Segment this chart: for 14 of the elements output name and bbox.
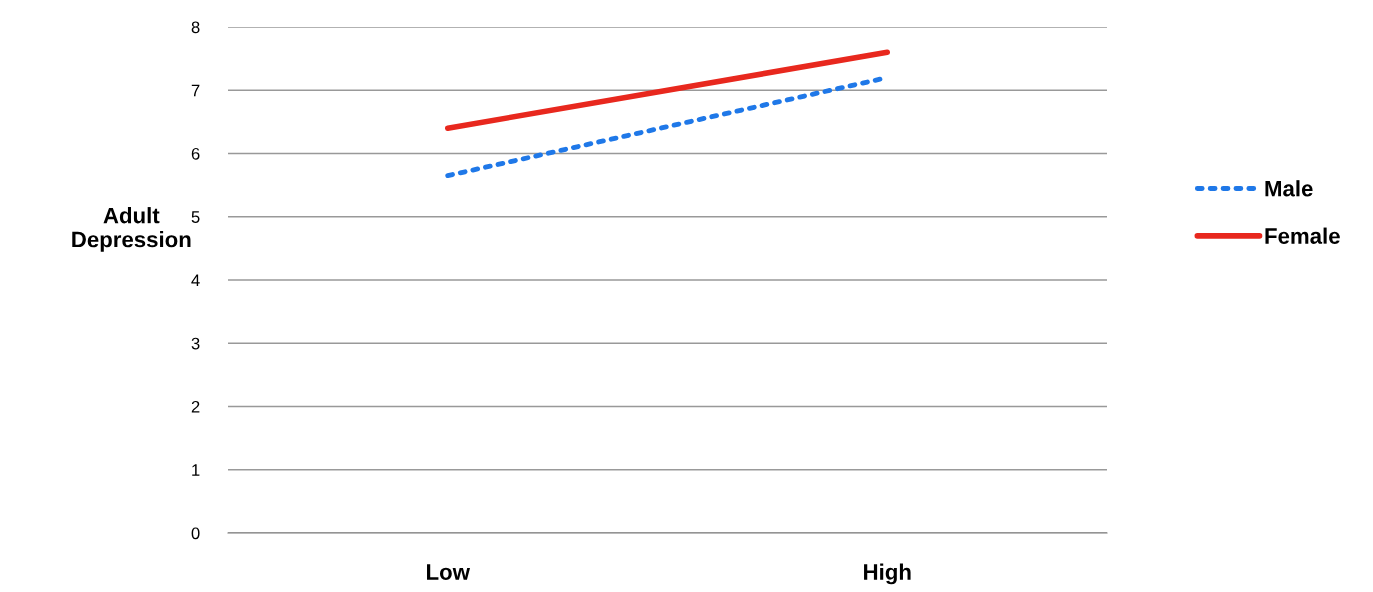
y-axis-title: Adult Depression: [72, 207, 191, 252]
y-tick-label: 2: [191, 400, 200, 413]
y-tick-label: 8: [191, 21, 200, 34]
y-tick-label: 5: [191, 211, 200, 223]
legend-label: Male: [1265, 180, 1313, 197]
y-tick-label: 4: [191, 274, 200, 287]
y-tick-label: 0: [191, 527, 200, 540]
y-tick-label: 3: [191, 337, 200, 350]
y-tick-label: 1: [192, 464, 200, 476]
y-tick-label: 7: [191, 84, 200, 97]
y-tick-label: 6: [191, 147, 200, 160]
x-tick-label: High: [864, 563, 911, 585]
legend-label: Female: [1265, 227, 1340, 244]
x-tick-label: Low: [427, 564, 471, 580]
